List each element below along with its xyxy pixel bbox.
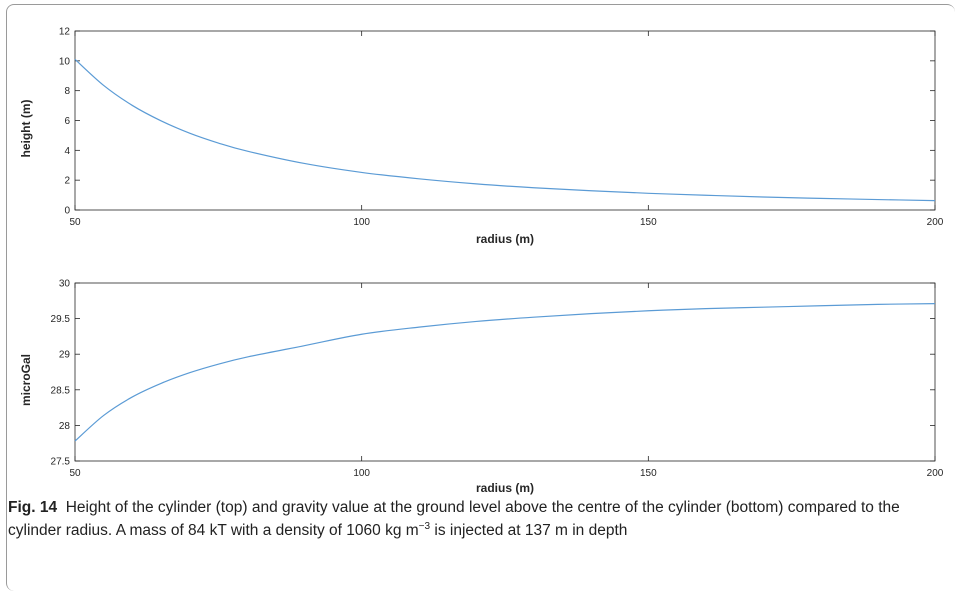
caption-superscript: −3 bbox=[418, 520, 431, 532]
y-tick-label: 2 bbox=[64, 176, 70, 187]
x-tick-label: 200 bbox=[927, 217, 944, 228]
y-tick-label: 29.5 bbox=[51, 314, 71, 325]
x-tick-label: 200 bbox=[927, 468, 944, 479]
plot-area bbox=[74, 282, 936, 462]
figure-caption: Fig. 14 Height of the cylinder (top) and… bbox=[8, 496, 943, 542]
gravity-chart: 50 100 150 200 27.5 28 28.5 29 29.5 30 radius (m) m… bbox=[19, 279, 944, 496]
y-tick-label: 30 bbox=[59, 279, 71, 290]
figure-frame bbox=[6, 4, 955, 591]
x-tick-label: 50 bbox=[69, 468, 81, 479]
x-axis-label: radius (m) bbox=[476, 232, 534, 246]
series-line bbox=[74, 58, 936, 202]
x-tick-label: 50 bbox=[69, 217, 81, 228]
plot-area bbox=[74, 30, 936, 211]
x-axis-label: radius (m) bbox=[476, 481, 534, 495]
y-tick-label: 0 bbox=[64, 206, 70, 217]
x-tick-label: 150 bbox=[640, 468, 657, 479]
caption-text-end: is injected at 137 m in depth bbox=[430, 522, 628, 539]
y-tick-label: 6 bbox=[64, 116, 70, 127]
y-tick-label: 28 bbox=[59, 421, 71, 432]
y-tick-label: 12 bbox=[59, 27, 71, 38]
y-axis-label: height (m) bbox=[19, 100, 33, 158]
caption-label: Fig. 14 bbox=[8, 499, 58, 516]
y-tick-label: 29 bbox=[59, 350, 71, 361]
y-tick-label: 4 bbox=[64, 146, 70, 157]
x-tick-label: 100 bbox=[353, 468, 370, 479]
y-tick-label: 27.5 bbox=[51, 457, 71, 468]
y-tick-label: 8 bbox=[64, 86, 70, 97]
series-line bbox=[74, 303, 936, 442]
x-tick-label: 150 bbox=[640, 217, 657, 228]
height-chart: 50 100 150 200 0 2 4 6 8 10 12 radius (m) height (m) bbox=[19, 27, 944, 247]
y-tick-label: 28.5 bbox=[51, 385, 71, 396]
y-tick-label: 10 bbox=[59, 56, 71, 67]
x-tick-label: 100 bbox=[353, 217, 370, 228]
y-axis-label: microGal bbox=[19, 354, 33, 406]
figure-canvas: 50 100 150 200 0 2 4 6 8 10 12 radius (m) height (m)… bbox=[19, 27, 944, 496]
caption-text: Height of the cylinder (top) and gravity… bbox=[8, 499, 900, 539]
